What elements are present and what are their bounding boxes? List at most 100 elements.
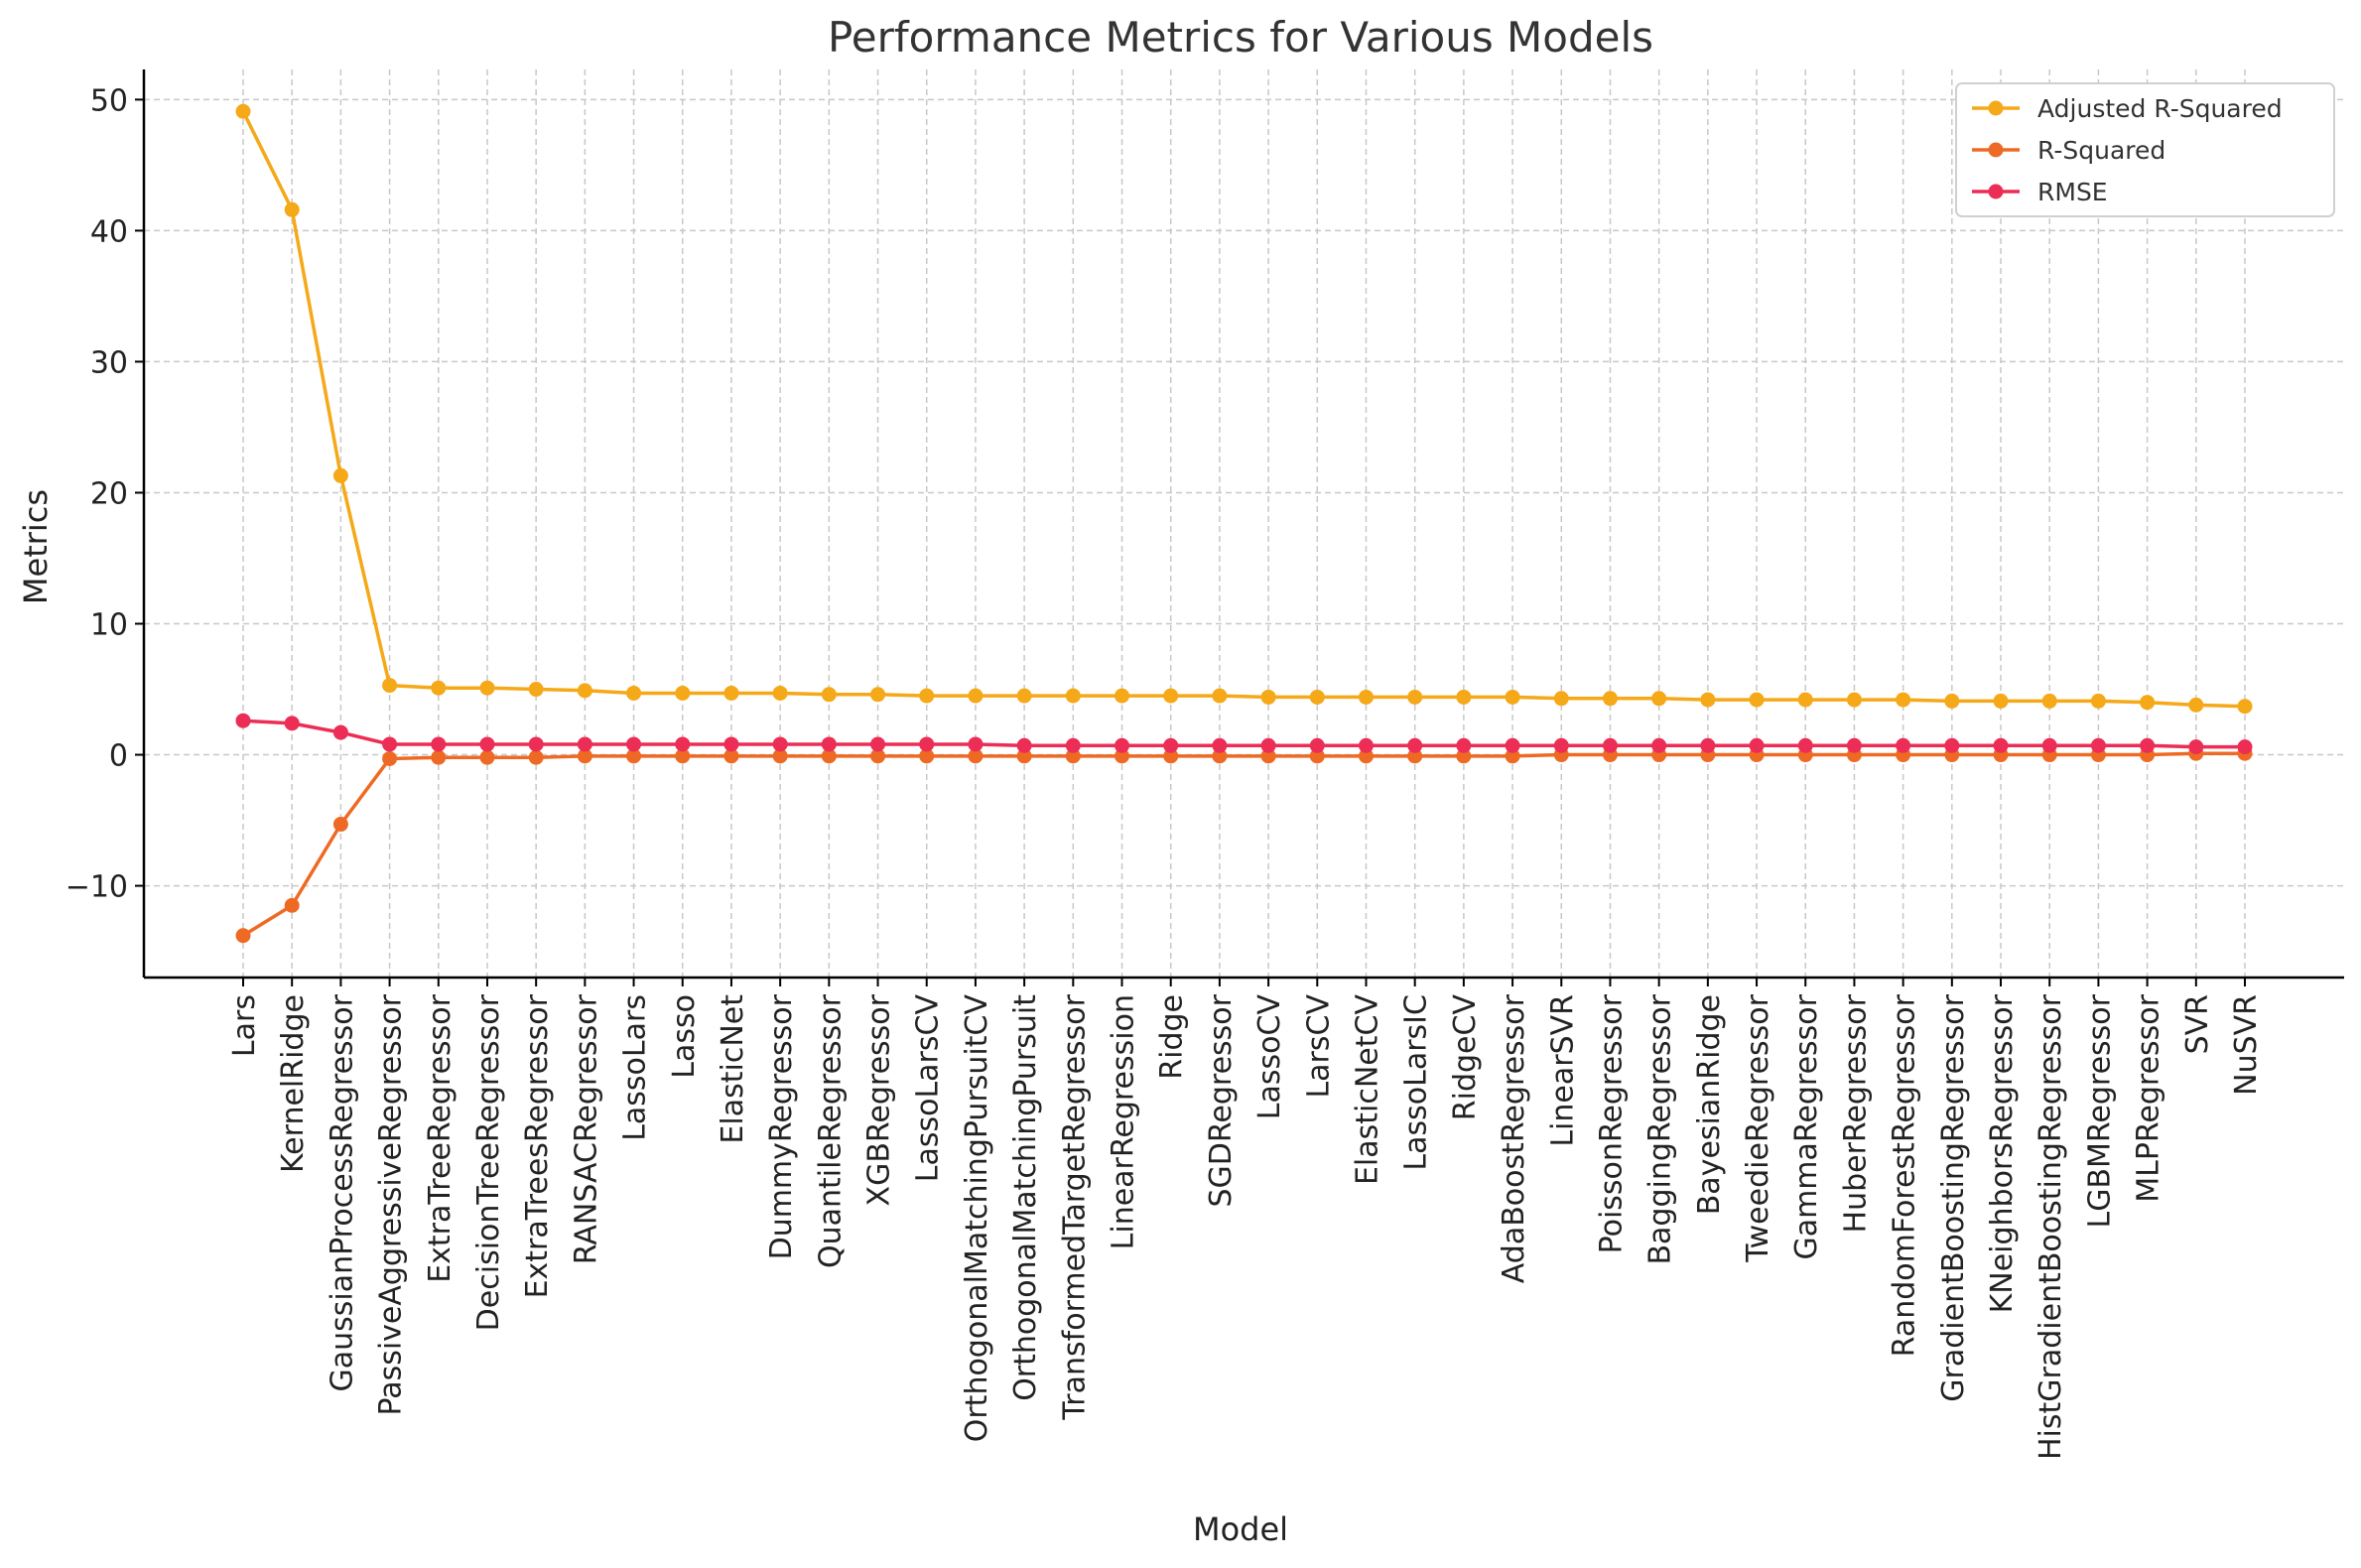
x-tick-label: DummyRegressor xyxy=(764,993,799,1259)
data-point xyxy=(528,682,544,698)
data-point xyxy=(1553,691,1569,707)
data-point xyxy=(870,748,886,764)
series-layer xyxy=(235,103,2253,944)
legend-swatch-marker xyxy=(1988,184,2004,199)
legend-swatch-marker xyxy=(1988,142,2004,158)
data-point xyxy=(968,736,984,752)
x-tick-label: ExtraTreesRegressor xyxy=(520,993,555,1298)
x-tick-label: GradientBoostingRegressor xyxy=(1936,993,1971,1401)
x-tick-label: LGBMRegressor xyxy=(2082,993,2117,1228)
x-tick-label: GaussianProcessRegressor xyxy=(325,993,359,1391)
x-tick-label: SVR xyxy=(2180,994,2215,1054)
data-point xyxy=(1602,737,1618,753)
data-point xyxy=(772,685,788,701)
x-tick-label: OrthogonalMatchingPursuit xyxy=(1008,994,1043,1401)
series-line xyxy=(242,719,2245,749)
data-point xyxy=(1700,737,1716,753)
x-tick-label: RandomForestRegressor xyxy=(1888,993,1922,1357)
data-point xyxy=(1456,748,1472,764)
x-tick-label: TweedieRegressor xyxy=(1741,993,1775,1262)
data-point xyxy=(1309,689,1325,705)
data-point xyxy=(284,201,300,217)
axes: −10 0 10 20 30 40 50 Lars KernelRidge GaussianPro… xyxy=(66,69,2344,1460)
data-point xyxy=(2090,693,2106,709)
data-point xyxy=(723,748,739,764)
data-point xyxy=(382,678,398,694)
x-tick-label: LassoLars xyxy=(618,994,653,1141)
data-point xyxy=(1749,692,1765,708)
data-point xyxy=(675,748,691,764)
data-point xyxy=(1260,748,1276,764)
x-tick-label: Ridge xyxy=(1155,994,1190,1080)
data-point xyxy=(1065,688,1081,704)
data-point xyxy=(675,685,691,701)
legend-label: Adjusted R-Squared xyxy=(2037,94,2283,123)
data-point xyxy=(2041,737,2057,753)
x-tick-label: ElasticNetCV xyxy=(1350,994,1384,1186)
data-point xyxy=(479,749,495,765)
data-point xyxy=(479,680,495,696)
x-tick-label: QuantileRegressor xyxy=(813,993,848,1268)
x-tick-label: LarsCV xyxy=(1301,994,1336,1099)
data-point xyxy=(1553,737,1569,753)
data-point xyxy=(1407,748,1423,764)
x-tick-label: LinearSVR xyxy=(1545,994,1580,1147)
data-point xyxy=(2188,697,2204,713)
data-point xyxy=(1407,689,1423,705)
data-point xyxy=(577,736,592,752)
data-point xyxy=(1944,737,1960,753)
data-point xyxy=(772,736,788,752)
series-group xyxy=(235,713,2253,755)
data-point xyxy=(1700,692,1716,708)
data-point xyxy=(1163,748,1179,764)
data-point xyxy=(1016,737,1032,753)
data-point xyxy=(528,736,544,752)
data-point xyxy=(382,736,398,752)
data-point xyxy=(1651,691,1667,707)
data-point xyxy=(1505,689,1520,705)
data-point xyxy=(870,736,886,752)
data-point xyxy=(626,736,642,752)
x-tick-label: TransformedTargetRegressor xyxy=(1057,993,1092,1420)
data-point xyxy=(1309,737,1325,753)
x-tick-label: HistGradientBoostingRegressor xyxy=(2033,993,2068,1460)
data-point xyxy=(1212,688,1228,704)
data-point xyxy=(2237,699,2253,715)
x-tick-label: KNeighborsRegressor xyxy=(1985,993,2020,1313)
data-point xyxy=(1456,737,1472,753)
x-axis-title: Model xyxy=(1193,1510,1288,1548)
data-point xyxy=(1212,748,1228,764)
data-point xyxy=(1651,737,1667,753)
data-point xyxy=(2237,739,2253,755)
data-point xyxy=(1846,737,1862,753)
x-tick-label: LassoLarsIC xyxy=(1399,994,1434,1171)
y-tick-label: −10 xyxy=(66,870,128,905)
y-tick-label: 20 xyxy=(90,476,128,511)
series-line xyxy=(241,110,2246,709)
data-point xyxy=(2041,693,2057,709)
data-point xyxy=(284,716,300,731)
data-point xyxy=(528,749,544,765)
x-tick-label: LassoCV xyxy=(1252,994,1287,1120)
data-point xyxy=(919,736,935,752)
data-point xyxy=(1797,692,1813,708)
data-point xyxy=(1505,748,1520,764)
y-tick-label: 30 xyxy=(90,345,128,380)
y-tick-label: 40 xyxy=(90,214,128,249)
data-point xyxy=(675,736,691,752)
data-point xyxy=(1115,748,1130,764)
x-tick-label: Lasso xyxy=(667,994,702,1079)
data-point xyxy=(1358,689,1374,705)
legend-box xyxy=(1955,82,2335,217)
y-tick-label: 50 xyxy=(90,83,128,118)
data-point xyxy=(1896,692,1911,708)
series-line xyxy=(242,751,2245,938)
data-point xyxy=(1797,737,1813,753)
series-group xyxy=(235,745,2253,944)
x-tick-label: PoissonRegressor xyxy=(1594,993,1629,1253)
grid xyxy=(144,69,2344,978)
data-point xyxy=(1456,689,1472,705)
y-tick-label: 10 xyxy=(90,608,128,643)
